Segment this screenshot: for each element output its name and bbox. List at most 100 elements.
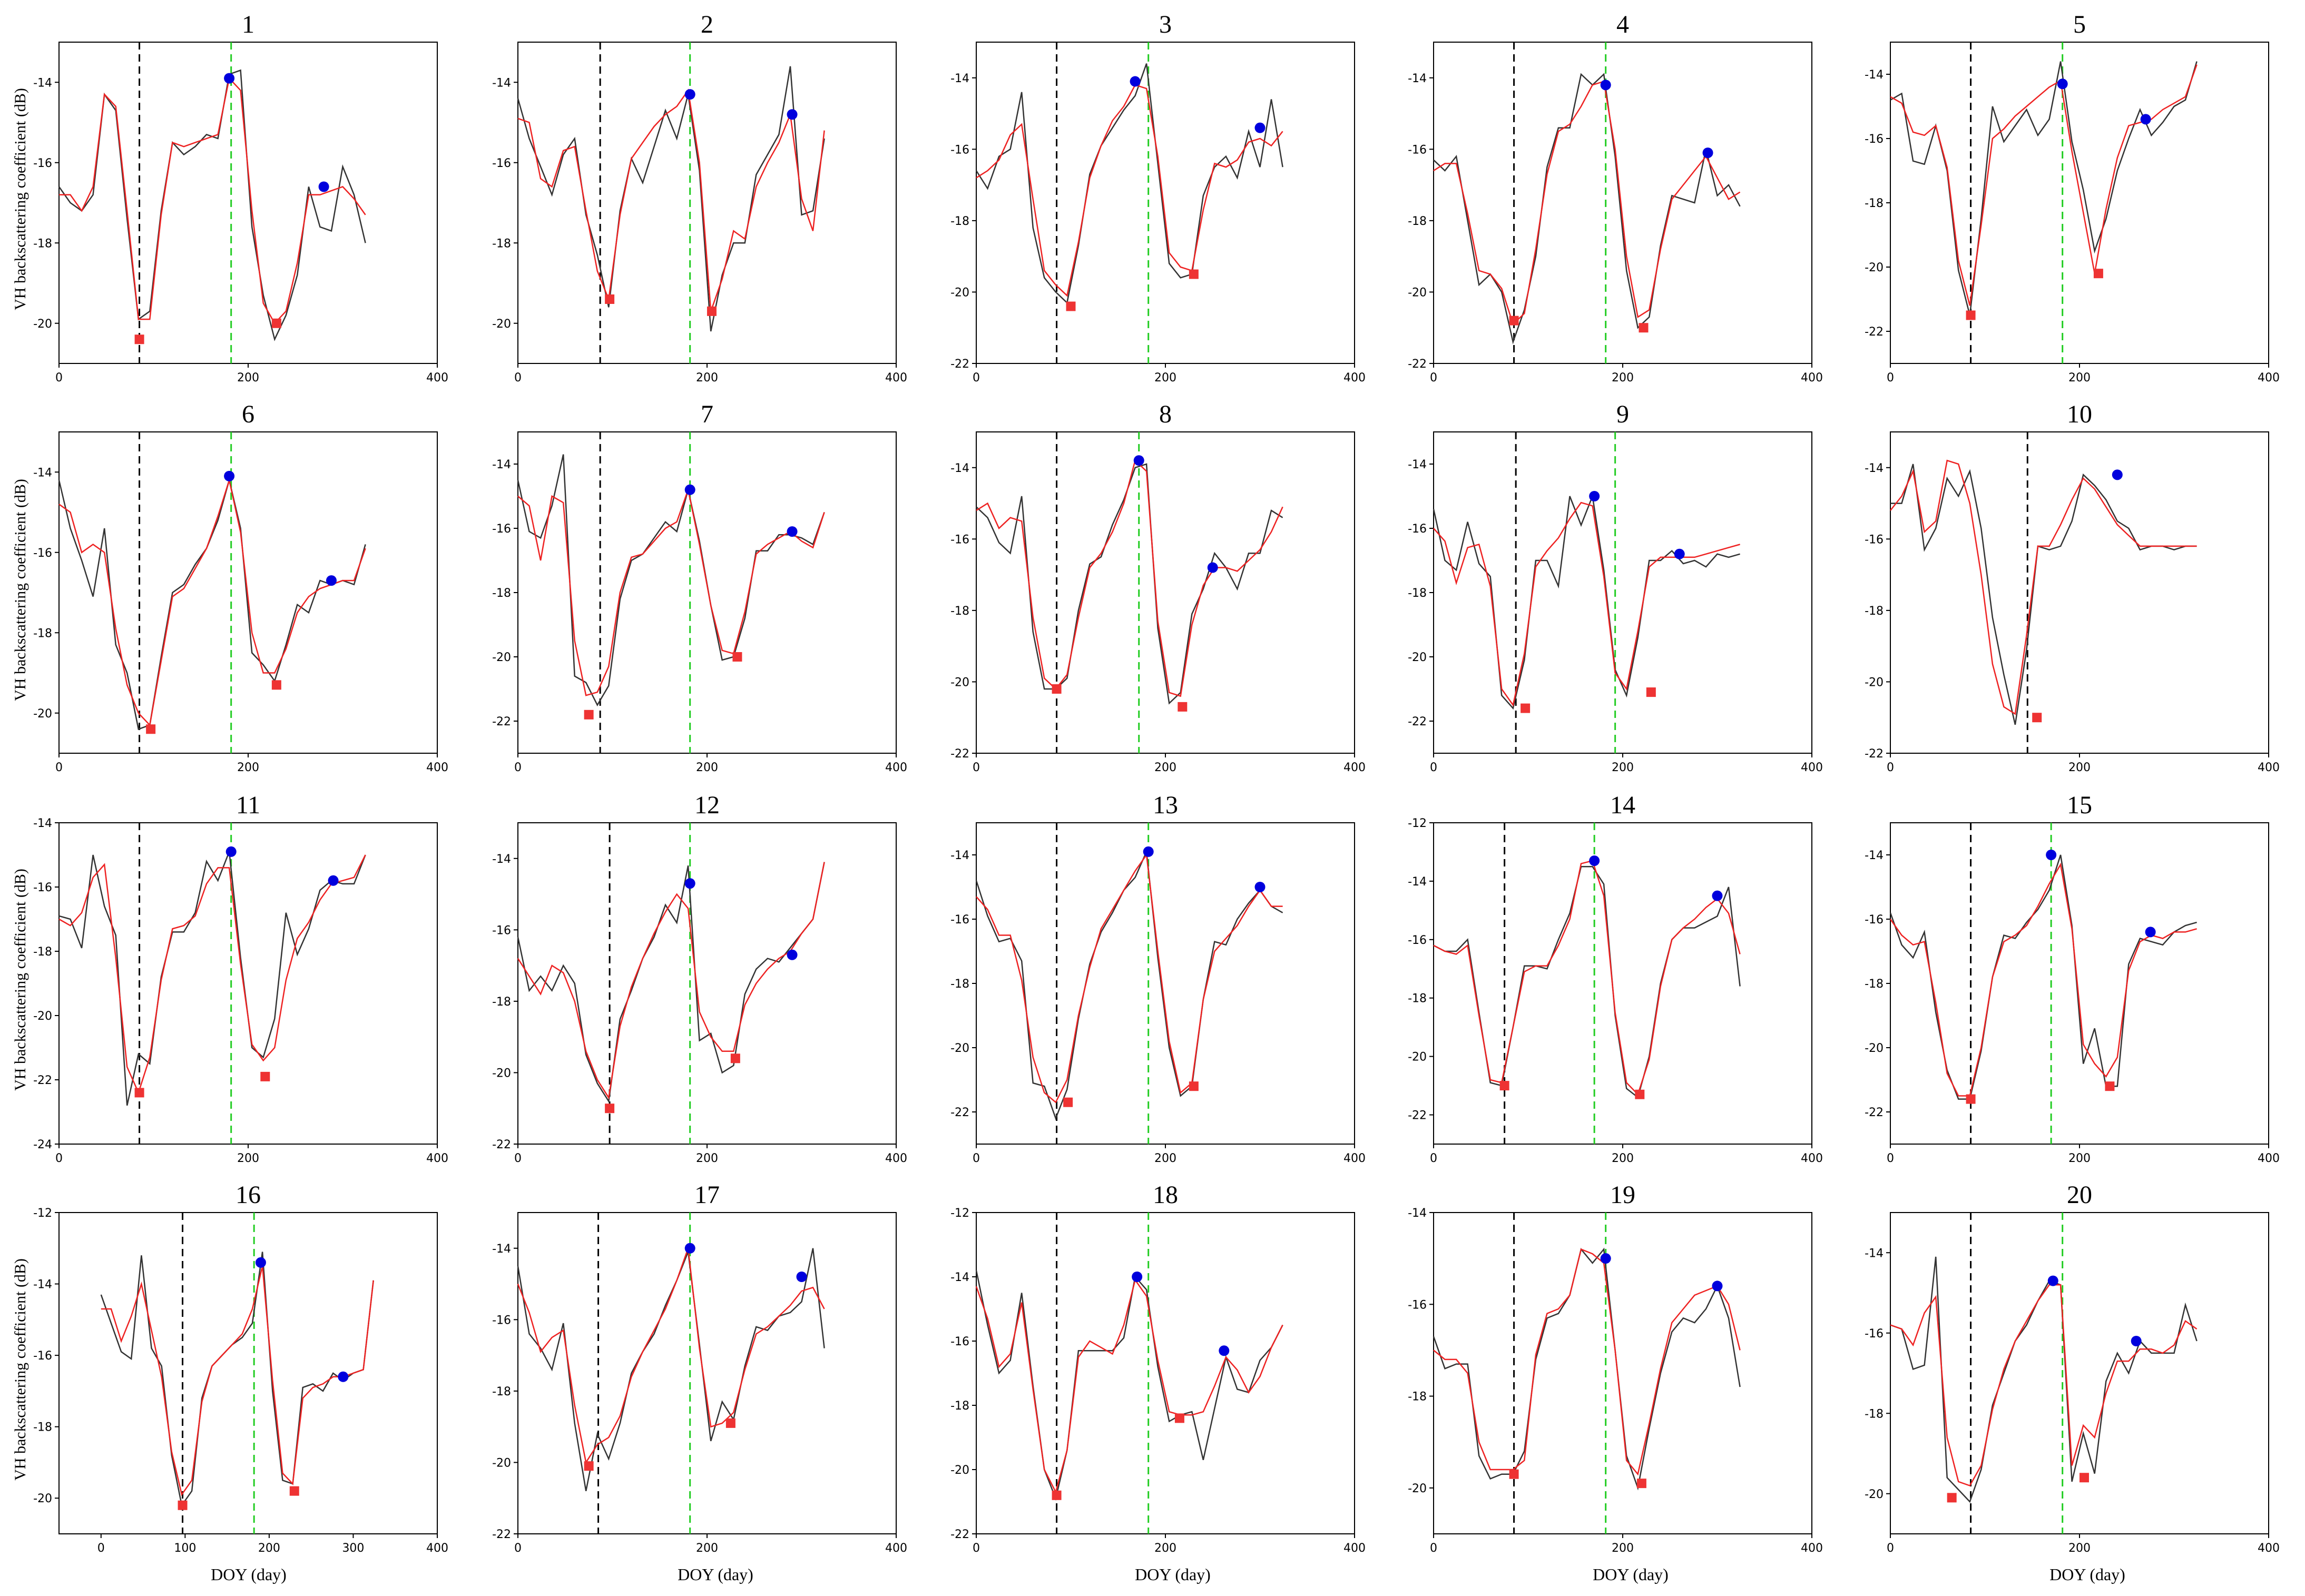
panel-12-peak-marker (684, 878, 695, 889)
panel-13-ytick-label: -18 (950, 978, 969, 991)
panel-18-ytick-label: -12 (950, 1207, 969, 1220)
panel-11-ytick-label: -24 (33, 1138, 52, 1151)
panel-19-xtick-label: 0 (1430, 1542, 1437, 1555)
panel-16-ytick-label: -16 (33, 1349, 52, 1363)
panel-11-ytick-label: -20 (33, 1010, 52, 1023)
panel-8-ytick-label: -14 (950, 462, 969, 475)
panel-20-peak-marker (2131, 1336, 2142, 1346)
panel-2: 2 0 200 400 -20 -18 -16 -14 (492, 11, 907, 385)
panel-1-title: 1 (242, 11, 254, 38)
panel-12-ytick-label: -22 (492, 1138, 511, 1151)
panel-8-trough-marker (1178, 702, 1188, 712)
panel-18-ytick-label: -22 (950, 1528, 969, 1541)
panel-14-xtick-label: 200 (1612, 1152, 1634, 1165)
panel-3: 3 0 200 400 -22 -20 -18 -16 -14 (950, 11, 1366, 385)
panel-9-xtick-label: 400 (1801, 761, 1823, 774)
panel-4-trough-marker (1639, 323, 1649, 333)
panel-15-smoothed-series (1889, 862, 2197, 1097)
panel-8-title: 8 (1159, 400, 1172, 428)
panel-18-xtick-label: 0 (973, 1542, 980, 1555)
panel-7-xtick-label: 400 (885, 761, 907, 774)
panel-20-ytick-label: -16 (1865, 1327, 1884, 1341)
panel-3-title: 3 (1159, 11, 1172, 38)
panel-4-xtick-label: 0 (1430, 371, 1437, 385)
panel-19-xtick-label: 400 (1801, 1542, 1823, 1555)
panel-9-ytick-label: -14 (1408, 458, 1427, 471)
panel-2-trough-marker (707, 306, 717, 316)
panel-5-trough-marker (1966, 310, 1976, 320)
panel-9-trough-marker (1521, 703, 1531, 713)
panel-19-trough-marker (1636, 1479, 1646, 1489)
panel-19-raw-series (1433, 1247, 1741, 1491)
panel-11-ytick-label: -16 (33, 881, 52, 894)
panel-14-trough-marker (1499, 1081, 1509, 1091)
panel-9-frame (1433, 431, 1812, 754)
panel-9-title: 9 (1616, 400, 1629, 428)
panel-4-xtick-label: 200 (1612, 371, 1634, 385)
ylabel-row-4: VH backscattering coefficient (dB) (12, 1258, 29, 1481)
panel-15-xtick-label: 400 (2258, 1152, 2280, 1165)
panel-2-title: 2 (701, 11, 713, 38)
panel-11-xtick-label: 400 (426, 1152, 448, 1165)
panel-20-smoothed-series (1890, 1284, 2198, 1487)
panel-3-ytick-label: -14 (950, 72, 969, 85)
panel-7-title: 7 (701, 400, 713, 428)
panel-15: 15 0 200 400 -22 -20 -18 -16 -14 (1865, 791, 2280, 1165)
panel-15-peak-marker (2046, 850, 2057, 860)
panel-17-smoothed-series (517, 1248, 825, 1464)
panel-11-ytick-label: -22 (33, 1074, 52, 1087)
panel-2-ytick-label: -18 (492, 237, 511, 250)
panel-16-frame (58, 1212, 438, 1534)
panel-9-xtick-label: 0 (1430, 761, 1437, 774)
panel-9-ytick-label: -20 (1408, 651, 1427, 664)
panel-15-ytick-label: -18 (1865, 978, 1884, 991)
panel-12-trough-marker (605, 1104, 615, 1114)
panel-16-smoothed-series (101, 1266, 374, 1496)
panel-7-trough-marker (584, 710, 594, 720)
panel-17-trough-marker (584, 1461, 594, 1471)
panel-5-xtick-label: 200 (2068, 371, 2091, 385)
panel-14-xtick-label: 0 (1430, 1152, 1437, 1165)
panel-17-xtick-label: 0 (514, 1542, 522, 1555)
panel-18-peak-marker (1132, 1272, 1143, 1282)
panel-6-smoothed-series (58, 477, 366, 727)
panel-18-ytick-label: -14 (950, 1271, 969, 1284)
panel-5-frame (1890, 42, 2269, 364)
panel-1-xtick-label: 400 (426, 371, 448, 385)
panel-18-ytick-label: -18 (950, 1400, 969, 1413)
panel-13-peak-marker (1254, 882, 1266, 892)
panel-14-frame (1433, 822, 1812, 1145)
panel-5-peak-marker (2057, 78, 2068, 90)
panel-12-ytick-label: -16 (492, 924, 511, 937)
panel-13-xtick-label: 0 (973, 1152, 980, 1165)
panel-2-peak-marker (684, 89, 695, 100)
panel-10-xtick-label: 200 (2068, 761, 2091, 774)
panel-16-peak-marker (338, 1371, 349, 1382)
panel-8-smoothed-series (976, 459, 1283, 697)
panel-6-xtick-label: 400 (426, 761, 448, 774)
panel-2-peak-marker (787, 109, 798, 120)
panel-1-trough-marker (134, 334, 144, 344)
panel-6-trough-marker (146, 724, 156, 734)
panel-15-ytick-label: -20 (1865, 1042, 1884, 1055)
panel-16-title: 16 (236, 1181, 261, 1209)
panel-1-xtick-label: 0 (55, 371, 63, 385)
panel-4-title: 4 (1616, 11, 1629, 38)
panel-2-raw-series (517, 66, 825, 332)
panel-19-ytick-label: -18 (1408, 1391, 1427, 1404)
panel-20-title: 20 (2067, 1181, 2092, 1209)
panel-1-ytick-label: -14 (33, 76, 52, 90)
panel-4-trough-marker (1509, 316, 1519, 326)
panel-3-trough-marker (1189, 269, 1199, 279)
panel-13-ytick-label: -16 (950, 913, 969, 927)
panel-6-ytick-label: -16 (33, 547, 52, 560)
panel-20-peak-marker (2047, 1275, 2058, 1286)
panel-9-ytick-label: -22 (1408, 715, 1427, 728)
panel-7-peak-marker (684, 484, 695, 495)
panel-12-ytick-label: -14 (492, 853, 511, 866)
panel-19-title: 19 (1610, 1181, 1635, 1209)
panel-8-peak-marker (1207, 562, 1218, 573)
panel-7-trough-marker (732, 652, 742, 662)
panel-8: 8 0 200 400 -22 -20 -18 -16 -14 (950, 400, 1366, 774)
